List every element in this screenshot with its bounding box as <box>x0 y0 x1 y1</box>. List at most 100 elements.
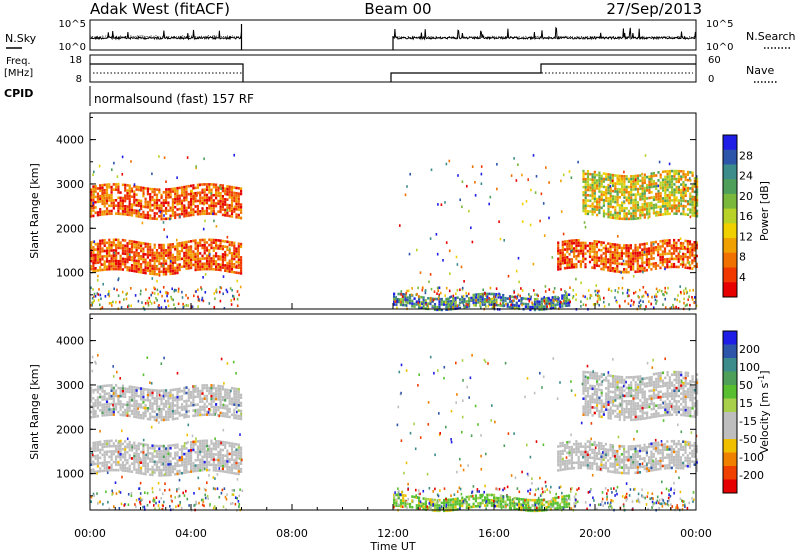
heatmap-cell <box>130 399 134 402</box>
heatmap-cell <box>92 256 95 260</box>
heatmap-cell <box>149 452 152 455</box>
heatmap-cell <box>563 253 567 257</box>
heatmap-cell <box>547 299 550 302</box>
heatmap-cell <box>677 252 680 255</box>
heatmap-cell <box>630 206 633 210</box>
heatmap-cell <box>212 400 215 403</box>
heatmap-cell <box>639 179 642 183</box>
heatmap-cell <box>513 502 516 505</box>
heatmap-cell <box>611 253 614 257</box>
heatmap-cell <box>436 509 439 513</box>
heatmap-cell <box>691 261 694 265</box>
heatmap-cell <box>591 250 594 253</box>
heatmap-cell <box>449 503 452 507</box>
heatmap-cell <box>490 493 493 497</box>
heatmap-cell <box>545 506 548 509</box>
heatmap-cell <box>117 400 120 403</box>
heatmap-cell <box>149 243 152 246</box>
heatmap-cell <box>155 460 159 464</box>
heatmap-cell <box>162 262 165 265</box>
heatmap-cell-sparse <box>542 202 545 205</box>
heatmap-cell <box>623 214 626 218</box>
heatmap-cell <box>146 187 149 190</box>
heatmap-cell <box>205 201 209 205</box>
heatmap-cell <box>142 414 145 417</box>
heatmap-cell <box>586 175 590 178</box>
heatmap-cell <box>689 203 692 206</box>
heatmap-cell <box>233 397 236 401</box>
heatmap-cell <box>117 265 120 268</box>
heatmap-cell <box>130 409 134 413</box>
heatmap-cell <box>554 306 557 309</box>
heatmap-cell <box>187 267 190 270</box>
heatmap-cell-sparse <box>654 298 657 302</box>
heatmap-cell <box>103 395 106 398</box>
heatmap-cell-sparse <box>440 203 443 206</box>
heatmap-cell <box>92 270 95 273</box>
heatmap-cell <box>235 255 238 258</box>
heatmap-cell <box>160 389 163 392</box>
heatmap-cell <box>224 256 227 259</box>
heatmap-cell <box>155 267 159 271</box>
heatmap-cell <box>167 196 170 199</box>
heatmap-cell <box>92 455 95 458</box>
heatmap-cell <box>92 254 95 257</box>
heatmap-cell <box>588 255 592 258</box>
heatmap-cell-sparse <box>451 301 453 305</box>
heatmap-cell <box>230 209 234 213</box>
heatmap-cell <box>666 183 669 186</box>
heatmap-cell <box>616 270 619 273</box>
heatmap-cell <box>673 172 676 175</box>
heatmap-cell <box>237 454 240 457</box>
heatmap-cell <box>192 202 195 206</box>
heatmap-cell <box>226 396 229 400</box>
heatmap-cell <box>176 470 179 473</box>
heatmap-cell <box>650 190 653 194</box>
heatmap-cell <box>196 260 199 263</box>
heatmap-cell <box>630 177 633 181</box>
heatmap-cell-sparse <box>93 299 95 302</box>
heatmap-cell <box>165 413 168 416</box>
heatmap-cell <box>696 201 699 205</box>
heatmap-cell <box>228 209 231 212</box>
heatmap-cell <box>149 201 152 204</box>
heatmap-cell <box>103 265 106 269</box>
heatmap-cell <box>584 212 587 216</box>
heatmap-cell <box>566 248 569 251</box>
heatmap-cell <box>570 242 573 245</box>
heatmap-cell <box>443 300 446 304</box>
heatmap-cell <box>691 267 694 270</box>
heatmap-cell <box>449 300 452 303</box>
heatmap-cell <box>224 208 227 212</box>
heatmap-cell <box>645 268 648 272</box>
heatmap-cell <box>162 257 165 260</box>
heatmap-cell <box>677 188 680 192</box>
heatmap-cell <box>230 262 234 266</box>
heatmap-cell <box>162 217 165 221</box>
heatmap-cell <box>465 300 468 303</box>
heatmap-cell <box>133 399 136 402</box>
heatmap-cell <box>174 388 177 391</box>
colorbar-segment <box>723 135 737 151</box>
heatmap-cell-sparse <box>203 157 205 161</box>
heatmap-cell-sparse <box>464 305 467 308</box>
heatmap-cell <box>205 265 209 268</box>
heatmap-cell <box>671 183 674 186</box>
heatmap-cell <box>135 246 138 249</box>
heatmap-cell <box>629 257 632 261</box>
heatmap-cell-sparse <box>479 304 481 308</box>
heatmap-cell <box>593 200 596 203</box>
heatmap-cell <box>96 449 99 452</box>
heatmap-cell <box>224 396 227 399</box>
heatmap-cell <box>228 248 231 252</box>
heatmap-cell <box>169 394 172 397</box>
heatmap-cell <box>142 401 145 404</box>
heatmap-cell <box>655 214 658 217</box>
heatmap-cell-sparse <box>515 179 518 182</box>
heatmap-cell <box>171 396 174 400</box>
heatmap-cell <box>675 169 678 173</box>
heatmap-cell <box>511 303 514 307</box>
heatmap-cell <box>92 251 95 254</box>
heatmap-cell <box>192 213 195 217</box>
heatmap-cell <box>115 402 118 406</box>
